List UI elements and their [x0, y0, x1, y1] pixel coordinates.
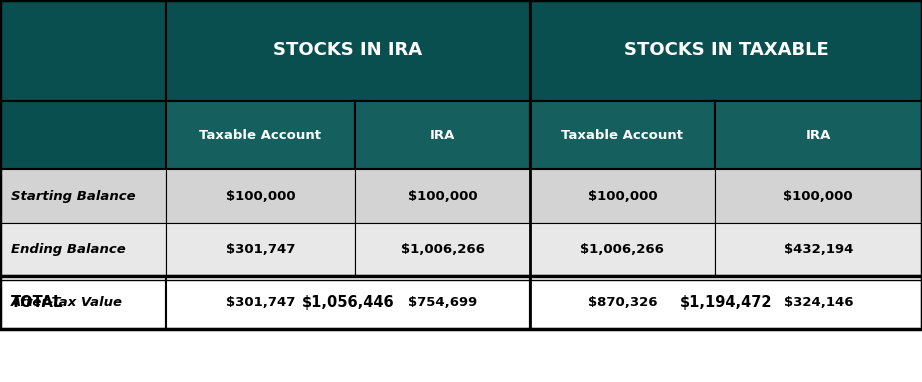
- Bar: [530, 276, 715, 329]
- Bar: [166, 276, 530, 329]
- Text: $100,000: $100,000: [587, 189, 657, 202]
- Bar: [0, 170, 166, 223]
- Bar: [166, 0, 530, 101]
- Bar: [0, 0, 922, 329]
- Bar: [0, 276, 166, 329]
- Text: Starting Balance: Starting Balance: [11, 189, 136, 202]
- Text: IRA: IRA: [806, 129, 831, 142]
- Text: TOTAL: TOTAL: [11, 295, 64, 310]
- Bar: [530, 101, 715, 170]
- Text: Ending Balance: Ending Balance: [11, 243, 125, 256]
- Bar: [355, 170, 530, 223]
- Bar: [530, 223, 715, 276]
- Bar: [166, 101, 355, 170]
- Text: STOCKS IN TAXABLE: STOCKS IN TAXABLE: [623, 41, 829, 59]
- Bar: [355, 101, 530, 170]
- Text: $1,056,446: $1,056,446: [301, 295, 395, 310]
- Text: $100,000: $100,000: [784, 189, 853, 202]
- Text: STOCKS IN IRA: STOCKS IN IRA: [274, 41, 422, 59]
- Bar: [166, 170, 355, 223]
- Bar: [715, 101, 922, 170]
- Bar: [715, 223, 922, 276]
- Text: $870,326: $870,326: [587, 296, 657, 309]
- Bar: [715, 170, 922, 223]
- Bar: [0, 276, 166, 329]
- Text: Taxable Account: Taxable Account: [561, 129, 683, 142]
- Bar: [530, 0, 922, 101]
- Text: Taxable Account: Taxable Account: [199, 129, 322, 142]
- Bar: [530, 170, 715, 223]
- Bar: [530, 276, 922, 329]
- Bar: [715, 276, 922, 329]
- Text: $100,000: $100,000: [226, 189, 295, 202]
- Bar: [0, 223, 166, 276]
- Text: $100,000: $100,000: [408, 189, 478, 202]
- Bar: [166, 223, 355, 276]
- Text: $324,146: $324,146: [784, 296, 853, 309]
- Text: $301,747: $301,747: [226, 296, 295, 309]
- Bar: [0, 0, 166, 101]
- Text: $1,194,472: $1,194,472: [680, 295, 773, 310]
- Bar: [166, 276, 355, 329]
- Text: $432,194: $432,194: [784, 243, 853, 256]
- Bar: [355, 276, 530, 329]
- Text: $1,006,266: $1,006,266: [401, 243, 484, 256]
- Text: $1,006,266: $1,006,266: [581, 243, 664, 256]
- Bar: [355, 223, 530, 276]
- Text: $301,747: $301,747: [226, 243, 295, 256]
- Bar: [0, 101, 166, 170]
- Text: $754,699: $754,699: [408, 296, 478, 309]
- Text: After-Tax Value: After-Tax Value: [11, 296, 123, 309]
- Text: IRA: IRA: [430, 129, 455, 142]
